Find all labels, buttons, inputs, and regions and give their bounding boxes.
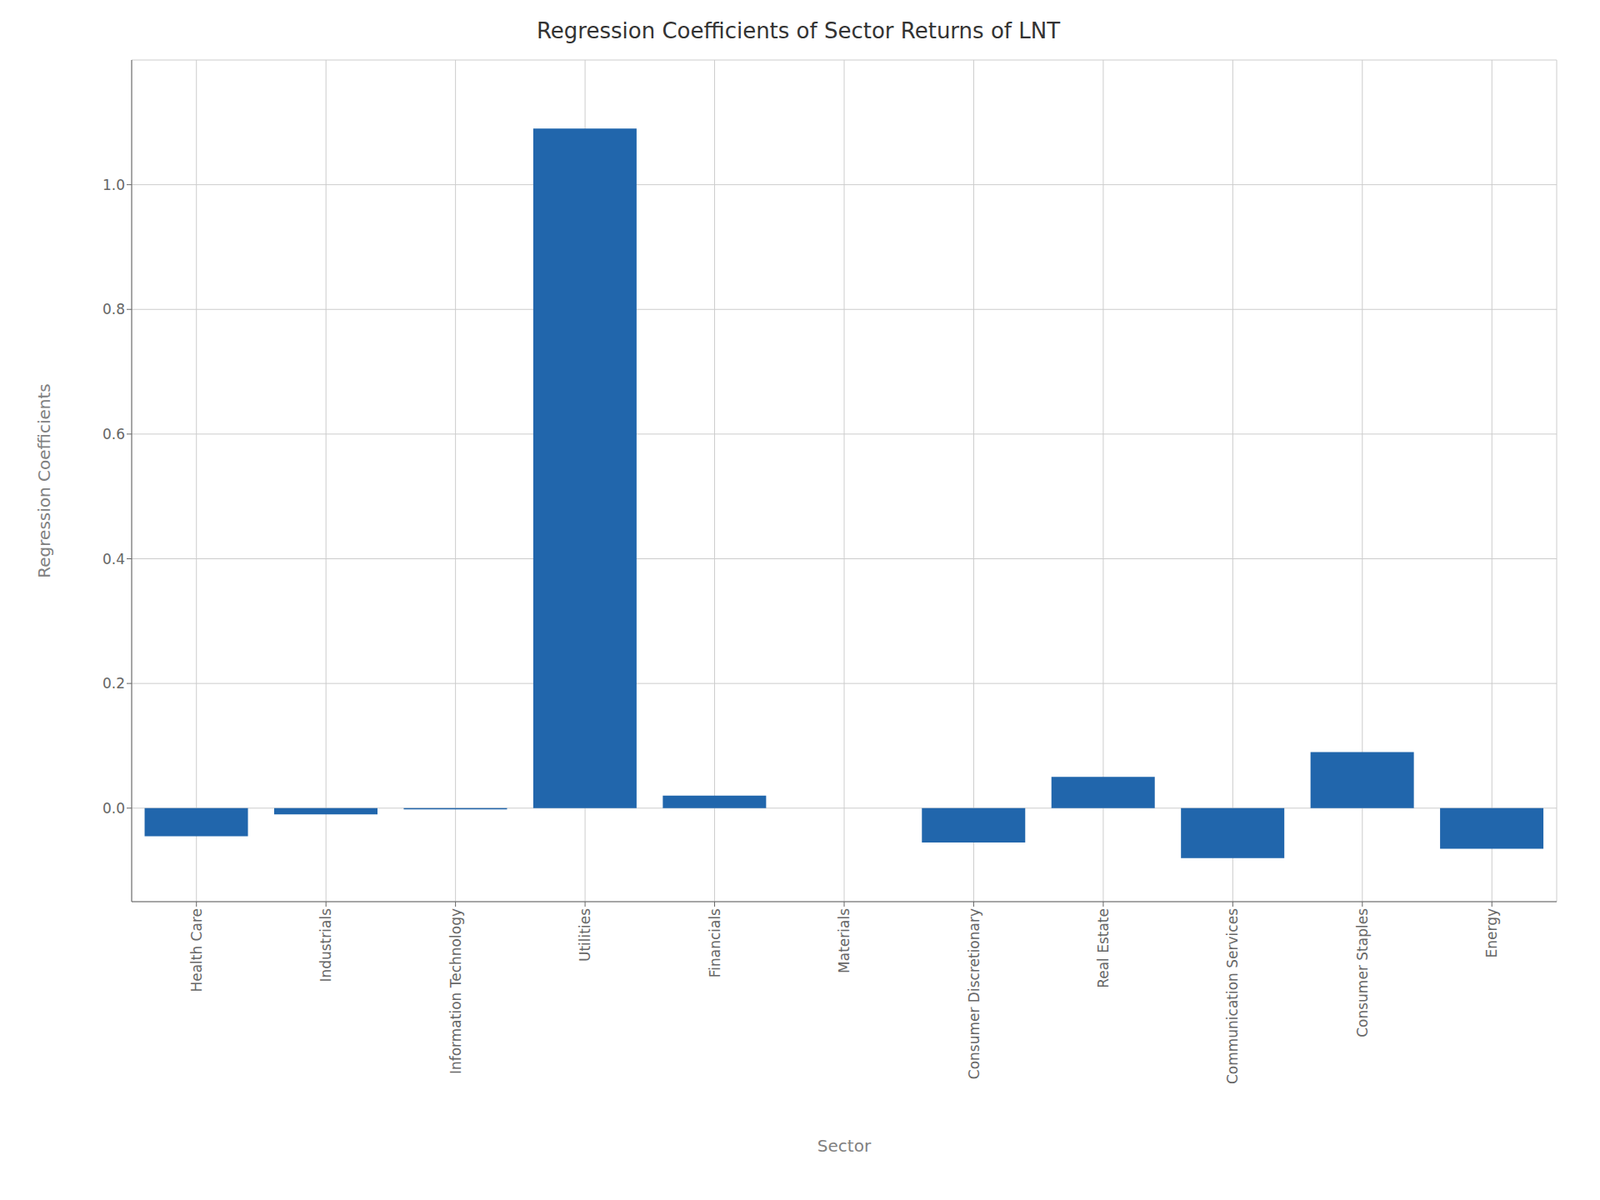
svg-text:Consumer Staples: Consumer Staples bbox=[1354, 908, 1371, 1038]
svg-text:Financials: Financials bbox=[706, 908, 724, 978]
svg-text:Energy: Energy bbox=[1483, 908, 1500, 959]
svg-text:0.0: 0.0 bbox=[102, 800, 125, 817]
svg-text:Real Estate: Real Estate bbox=[1095, 908, 1112, 989]
svg-text:Consumer Discretionary: Consumer Discretionary bbox=[965, 908, 983, 1080]
svg-text:0.2: 0.2 bbox=[102, 675, 125, 692]
svg-text:1.0: 1.0 bbox=[102, 176, 125, 194]
svg-text:Information Technology: Information Technology bbox=[447, 908, 465, 1075]
svg-text:Materials: Materials bbox=[835, 908, 853, 974]
svg-text:Utilities: Utilities bbox=[576, 908, 594, 962]
svg-text:0.6: 0.6 bbox=[102, 425, 125, 443]
svg-text:Industrials: Industrials bbox=[317, 908, 335, 983]
svg-text:Sector: Sector bbox=[817, 1135, 872, 1156]
svg-text:Regression Coefficients: Regression Coefficients bbox=[34, 383, 55, 578]
svg-text:0.8: 0.8 bbox=[102, 300, 125, 318]
svg-text:Health Care: Health Care bbox=[188, 908, 205, 993]
svg-text:Communication Services: Communication Services bbox=[1224, 908, 1241, 1085]
svg-text:0.4: 0.4 bbox=[102, 550, 125, 568]
html-text:Regression Coefficients of Sec: Regression Coefficients of Sector Return… bbox=[536, 18, 1060, 44]
